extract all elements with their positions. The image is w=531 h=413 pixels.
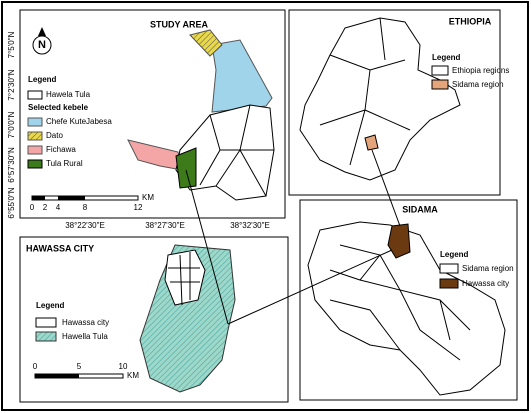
panel-title: ETHIOPIA [449,16,492,26]
label: Selected kebele [28,103,89,112]
label: Sidama region [452,80,504,89]
kebele-lines [199,104,274,197]
label: 5 [77,362,82,371]
label: 12 [134,203,143,212]
chefe-area [211,39,273,113]
label: Legend [432,53,461,62]
label: Hawassa city [462,279,509,288]
lon-labels: 38°22'30"E 38°27'30"E 38°32'30"E [65,221,270,230]
label: 4 [56,203,61,212]
dato-area [189,29,223,57]
study-legend: Legend Hawela Tula Selected kebele Chefe… [27,75,112,169]
label: Legend [36,301,65,310]
hawassa-scale: 0 5 10 KM [33,362,140,380]
label: 2 [43,203,48,212]
hawassa-city-area [164,249,206,306]
label: KM [142,193,154,202]
label: Tula Rural [46,159,83,168]
label: Fichawa [46,145,76,154]
label: 6°57'30"N [7,147,16,183]
label: Legend [28,75,57,84]
label: Dato [46,131,63,140]
city-lines [168,252,200,306]
panel-title: HAWASSA CITY [26,243,94,253]
sidama-legend: Legend Sidama region Hawassa city [439,250,514,289]
label: Hawela Tula [46,90,91,99]
north-arrow: N [32,27,52,55]
label: KM [127,371,139,380]
study-scale: 0 2 4 8 12 KM [30,193,155,212]
label: 7°0'0"N [7,111,16,138]
label: Ethiopia regions [452,66,509,75]
label: 8 [83,203,88,212]
svg-text:N: N [38,39,46,51]
hawella-tula-area [139,244,236,393]
hawassa-region [387,223,411,259]
label: Chefe KuteJabesa [46,117,112,126]
fichawa-area [127,139,183,171]
connector-lines [185,149,401,325]
label: 6°55'0"N [7,187,16,218]
hawassa-legend: Legend Hawassa city Hawella Tula [35,301,109,342]
sidama-region [364,134,379,151]
label: 7°5'0"N [7,31,16,58]
label: 0 [30,203,35,212]
lat-labels: 7°5'0"N 7°2'30"N 7°0'0"N 6°57'30"N 6°55'… [7,31,16,218]
label: Hawassa city [62,318,109,327]
label: Legend [440,250,469,259]
label: 10 [119,362,128,371]
label: 0 [33,362,38,371]
panel-title: SIDAMA [402,204,438,214]
woreda-lines [329,244,471,361]
label: 38°22'30"E [65,221,105,230]
label: 7°2'30"N [7,69,16,100]
label: Hawella Tula [62,332,108,341]
panel-title: STUDY AREA [150,19,209,29]
label: 38°27'30"E [145,221,185,230]
region-lines [319,17,411,166]
label: 38°32'30"E [230,221,270,230]
label: Sidama region [462,264,514,273]
tula-rural-area [175,147,197,189]
ethiopia-legend: Legend Ethiopia regions Sidama region [431,53,509,90]
